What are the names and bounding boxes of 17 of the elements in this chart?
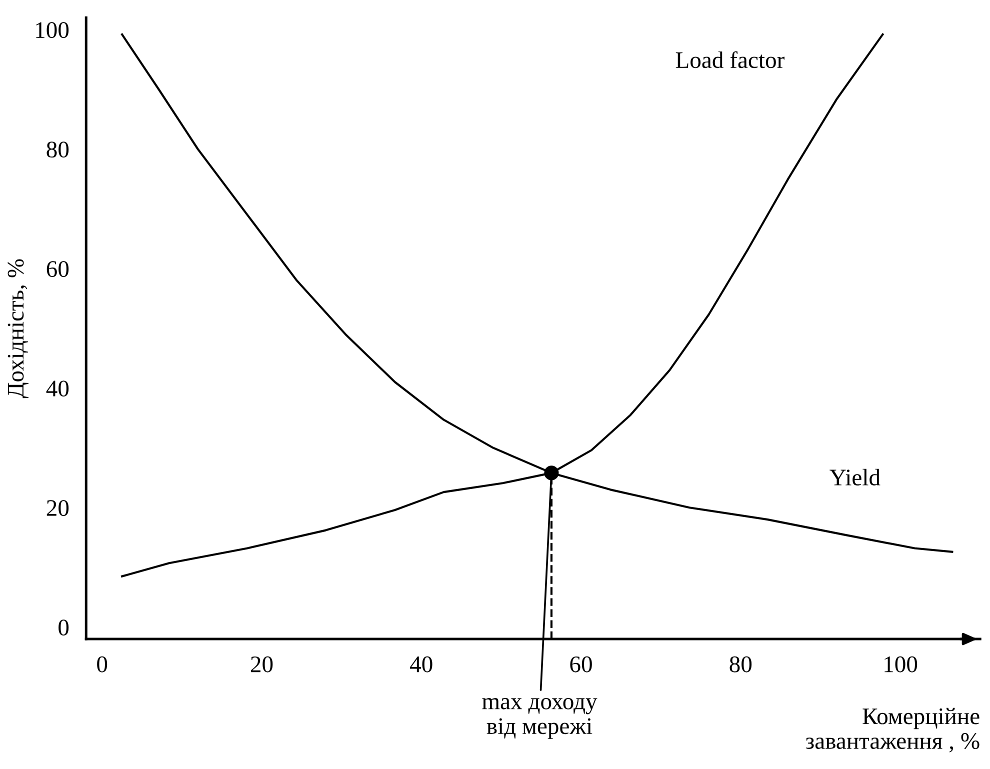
y-tick-label: 80 (46, 142, 69, 158)
text: Load factor (676, 51, 784, 68)
annotation: max доходу від мережі (482, 698, 598, 739)
y-tick-label: 20 (46, 500, 69, 516)
x-tick-label: 0 (97, 656, 108, 672)
y-tick-label: 40 (46, 380, 69, 397)
x-tick-label: 60 (570, 656, 592, 672)
x-tick-label: 40 (410, 656, 432, 672)
y-axis-title: Дохідність, % (8, 259, 28, 398)
x-tick-label: 80 (730, 656, 752, 672)
y-tick-label: 0 (58, 620, 69, 636)
y-tick-label: 100 (36, 22, 69, 38)
x-axis-title: Комерційне завантаження , % (806, 708, 980, 752)
x-tick-label: 100 (884, 656, 918, 672)
x-tick-label: 20 (250, 656, 273, 672)
y-tick-label: 60 (46, 261, 69, 278)
series-label: Yield (830, 468, 880, 486)
